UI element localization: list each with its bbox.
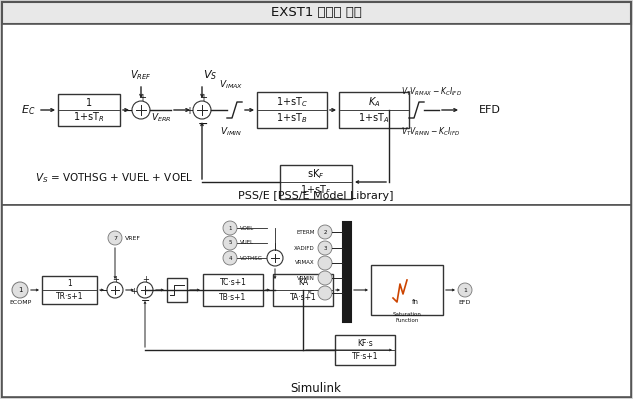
Text: $V_T V_{RMAX} - K_C I_{IFD}$: $V_T V_{RMAX} - K_C I_{IFD}$	[401, 86, 461, 98]
Bar	[273, 274, 333, 306]
Bar	[280, 165, 352, 199]
Bar	[343, 222, 351, 322]
Bar	[167, 278, 187, 302]
Bar	[58, 94, 120, 126]
Circle shape	[318, 241, 332, 255]
Text: 1+sT$_F$: 1+sT$_F$	[300, 183, 332, 197]
Text: 1+sT$_A$: 1+sT$_A$	[358, 111, 390, 125]
Bar	[2, 2, 631, 24]
Text: TC·s+1: TC·s+1	[220, 278, 246, 287]
Circle shape	[458, 283, 472, 297]
Text: −: −	[141, 296, 151, 306]
Text: $V_{ERR}$: $V_{ERR}$	[151, 112, 171, 124]
Text: TF·s+1: TF·s+1	[352, 352, 379, 361]
Text: Simulink: Simulink	[291, 381, 341, 395]
Text: +: +	[199, 93, 207, 103]
Circle shape	[137, 282, 153, 298]
Bar	[2, 24, 631, 205]
Circle shape	[318, 256, 332, 270]
Text: VREF: VREF	[125, 235, 141, 241]
Text: $E_C$: $E_C$	[21, 103, 35, 117]
Text: 1+sT$_C$: 1+sT$_C$	[276, 95, 308, 109]
Bar	[339, 92, 409, 128]
Circle shape	[107, 282, 123, 298]
Circle shape	[132, 101, 150, 119]
Text: 2: 2	[323, 229, 327, 235]
Circle shape	[223, 251, 237, 265]
Text: 1+sT$_R$: 1+sT$_R$	[73, 111, 105, 124]
Text: 4: 4	[229, 255, 232, 261]
Text: VOEL: VOEL	[240, 225, 254, 231]
Text: $V_{IMAX}$: $V_{IMAX}$	[219, 79, 243, 91]
Text: KF·s: KF·s	[357, 339, 373, 348]
Text: KA: KA	[298, 278, 308, 287]
Text: 1: 1	[18, 287, 22, 293]
Text: 3: 3	[323, 245, 327, 251]
Circle shape	[223, 236, 237, 250]
Circle shape	[318, 271, 332, 285]
Text: +: +	[113, 275, 120, 284]
Text: TA·s+1: TA·s+1	[290, 293, 316, 302]
Text: +: +	[142, 275, 149, 284]
Circle shape	[193, 101, 211, 119]
Bar	[371, 265, 443, 315]
Text: Saturation
Function: Saturation Function	[392, 312, 422, 323]
Text: $V_{IMIN}$: $V_{IMIN}$	[220, 126, 242, 138]
Bar	[2, 205, 631, 397]
Text: sK$_F$: sK$_F$	[307, 167, 325, 181]
Text: $V_{REF}$: $V_{REF}$	[130, 68, 152, 82]
Text: 1: 1	[463, 288, 467, 292]
Text: 1: 1	[86, 98, 92, 108]
Circle shape	[318, 225, 332, 239]
Text: VOTHSG: VOTHSG	[240, 255, 263, 261]
Text: +: +	[185, 106, 193, 116]
Text: ETERM: ETERM	[297, 229, 315, 235]
Text: 1: 1	[229, 225, 232, 231]
Text: −: −	[123, 105, 134, 117]
Text: TB·s+1: TB·s+1	[220, 293, 247, 302]
Bar	[42, 276, 97, 304]
Text: EFD: EFD	[459, 300, 471, 304]
Text: VRMAX: VRMAX	[296, 261, 315, 265]
Text: EXST1 모델의 구성: EXST1 모델의 구성	[270, 6, 361, 20]
Text: $V_S$ = VOTHSG + VUEL + VOEL: $V_S$ = VOTHSG + VUEL + VOEL	[35, 171, 194, 185]
Circle shape	[12, 282, 28, 298]
Text: VRMIN: VRMIN	[297, 275, 315, 280]
Text: −: −	[197, 117, 208, 130]
Text: VUEL: VUEL	[240, 241, 254, 245]
Circle shape	[223, 221, 237, 235]
Text: TR·s+1: TR·s+1	[56, 292, 84, 301]
Text: ECOMP: ECOMP	[9, 300, 31, 304]
Text: $V_T V_{RMIN} - K_C I_{IFD}$: $V_T V_{RMIN} - K_C I_{IFD}$	[401, 126, 461, 138]
Bar	[257, 92, 327, 128]
Text: XADIFD: XADIFD	[294, 245, 315, 251]
Text: fn: fn	[412, 299, 419, 305]
Text: $V_S$: $V_S$	[203, 68, 217, 82]
Circle shape	[318, 286, 332, 300]
Text: 7: 7	[113, 235, 117, 241]
Circle shape	[267, 250, 283, 266]
Text: 1+sT$_B$: 1+sT$_B$	[276, 111, 308, 125]
Text: PSS/E [PSS/E Model Library]: PSS/E [PSS/E Model Library]	[238, 191, 394, 201]
Text: −: −	[99, 286, 109, 296]
Text: 5: 5	[229, 241, 232, 245]
Text: EFD: EFD	[479, 105, 501, 115]
Bar	[335, 335, 395, 365]
Text: +: +	[138, 93, 146, 103]
Text: 1: 1	[67, 279, 72, 288]
Circle shape	[108, 231, 122, 245]
Text: $K_A$: $K_A$	[368, 95, 380, 109]
Text: KC: KC	[308, 290, 315, 296]
Text: +: +	[130, 286, 137, 296]
Bar	[203, 274, 263, 306]
